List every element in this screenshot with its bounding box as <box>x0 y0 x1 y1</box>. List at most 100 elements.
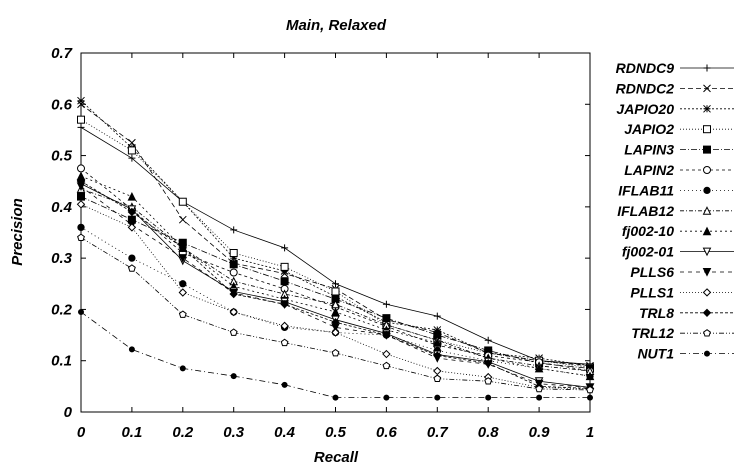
data-point <box>434 313 441 320</box>
data-point <box>486 395 491 400</box>
x-tick-label: 0.8 <box>478 424 500 441</box>
data-point <box>128 224 135 231</box>
legend-label: LAPIN3 <box>624 142 674 158</box>
data-point <box>78 224 84 230</box>
legend-item: RDNDC9 <box>616 60 734 76</box>
legend-item: JAPIO2 <box>624 121 734 137</box>
legend-label: TRL12 <box>631 325 674 341</box>
legend-label: NUT1 <box>637 346 674 362</box>
y-tick-label: 0.2 <box>51 301 73 318</box>
legend-label: PLLS1 <box>630 284 674 300</box>
axis-ticks: 0 0.1 0.2 0.3 0.4 0.5 0.6 0.7 0.8 0.9 1 0 0.1 0.2 0.3 0… <box>51 45 594 441</box>
data-point <box>129 347 134 352</box>
y-tick-label: 0 <box>64 404 73 421</box>
series-line <box>81 176 590 376</box>
legend-marker <box>704 126 711 133</box>
series-IFLAB12 <box>78 185 594 374</box>
x-tick-label: 0.2 <box>172 424 194 441</box>
data-point <box>383 301 390 308</box>
data-point <box>78 124 85 131</box>
legend-item: IFLAB11 <box>618 182 734 198</box>
data-point <box>179 216 186 223</box>
data-point <box>435 395 440 400</box>
data-point <box>537 395 542 400</box>
legend-marker <box>704 289 711 296</box>
data-point <box>281 278 288 285</box>
data-point <box>281 244 288 251</box>
data-point <box>180 366 185 371</box>
data-point <box>231 374 236 379</box>
data-point <box>79 309 84 314</box>
y-tick-label: 0.6 <box>51 96 73 113</box>
data-point <box>78 165 85 172</box>
legend-item: IFLAB12 <box>617 203 734 219</box>
data-point <box>230 250 237 257</box>
data-point <box>282 382 287 387</box>
y-tick-label: 0.3 <box>51 250 73 267</box>
data-point <box>78 234 85 240</box>
legend-marker <box>704 167 711 174</box>
data-point <box>179 289 186 296</box>
series-line <box>81 168 590 371</box>
series-layer <box>78 97 594 400</box>
x-axis-title: Recall <box>314 449 359 466</box>
data-point <box>128 193 135 200</box>
y-tick-label: 0.7 <box>51 45 73 62</box>
legend-item: TRL8 <box>639 305 734 321</box>
legend-item: LAPIN3 <box>624 142 734 158</box>
data-point <box>129 265 136 271</box>
data-point <box>383 351 390 358</box>
legend: RDNDC9 RDNDC2 JAPIO20 JAPIO2 LAPIN3 LAPIN2 IFL… <box>616 60 734 362</box>
legend-label: fj002-10 <box>622 223 674 239</box>
data-point <box>434 367 441 374</box>
data-point <box>78 97 85 104</box>
data-point <box>230 261 237 268</box>
legend-label: RDNDC2 <box>616 80 675 96</box>
data-point <box>230 329 237 335</box>
legend-label: PLLS6 <box>630 264 674 280</box>
legend-marker <box>704 330 711 336</box>
data-point <box>434 375 441 381</box>
data-point <box>180 281 186 287</box>
legend-marker <box>704 228 711 235</box>
legend-label: IFLAB11 <box>618 182 674 198</box>
legend-item: JAPIO20 <box>616 101 734 117</box>
legend-label: TRL8 <box>639 305 674 321</box>
series-fj002-10 <box>78 173 594 380</box>
y-tick-label: 0.5 <box>51 148 73 165</box>
legend-label: JAPIO20 <box>616 101 674 117</box>
data-point <box>384 395 389 400</box>
data-point <box>78 193 85 200</box>
legend-item: RDNDC2 <box>616 80 734 96</box>
legend-item: LAPIN2 <box>624 162 734 178</box>
legend-item: TRL12 <box>631 325 734 341</box>
y-axis-title: Precision <box>9 198 26 266</box>
x-tick-label: 0.7 <box>427 424 449 441</box>
legend-marker <box>704 187 710 193</box>
data-point <box>333 395 338 400</box>
legend-item: PLLS1 <box>630 284 734 300</box>
legend-marker <box>704 309 711 316</box>
legend-item: fj002-01 <box>622 244 734 260</box>
x-tick-label: 0.3 <box>223 424 245 441</box>
data-point <box>281 263 288 270</box>
legend-label: JAPIO2 <box>624 121 674 137</box>
x-tick-label: 0.9 <box>529 424 551 441</box>
x-tick-label: 0 <box>77 424 86 441</box>
legend-item: fj002-10 <box>622 223 734 239</box>
legend-label: LAPIN2 <box>624 162 674 178</box>
plot-frame <box>81 53 590 412</box>
legend-label: fj002-01 <box>622 244 674 260</box>
legend-marker <box>704 146 711 153</box>
x-tick-label: 0.4 <box>274 424 296 441</box>
data-point <box>332 288 339 295</box>
y-tick-label: 0.4 <box>51 199 73 216</box>
series-LAPIN2 <box>78 165 594 375</box>
legend-marker <box>705 351 710 356</box>
data-point <box>588 395 593 400</box>
chart-title: Main, Relaxed <box>286 17 387 34</box>
legend-marker <box>704 65 711 72</box>
x-tick-label: 0.1 <box>121 424 142 441</box>
data-point <box>383 362 390 368</box>
x-tick-label: 1 <box>586 424 594 441</box>
